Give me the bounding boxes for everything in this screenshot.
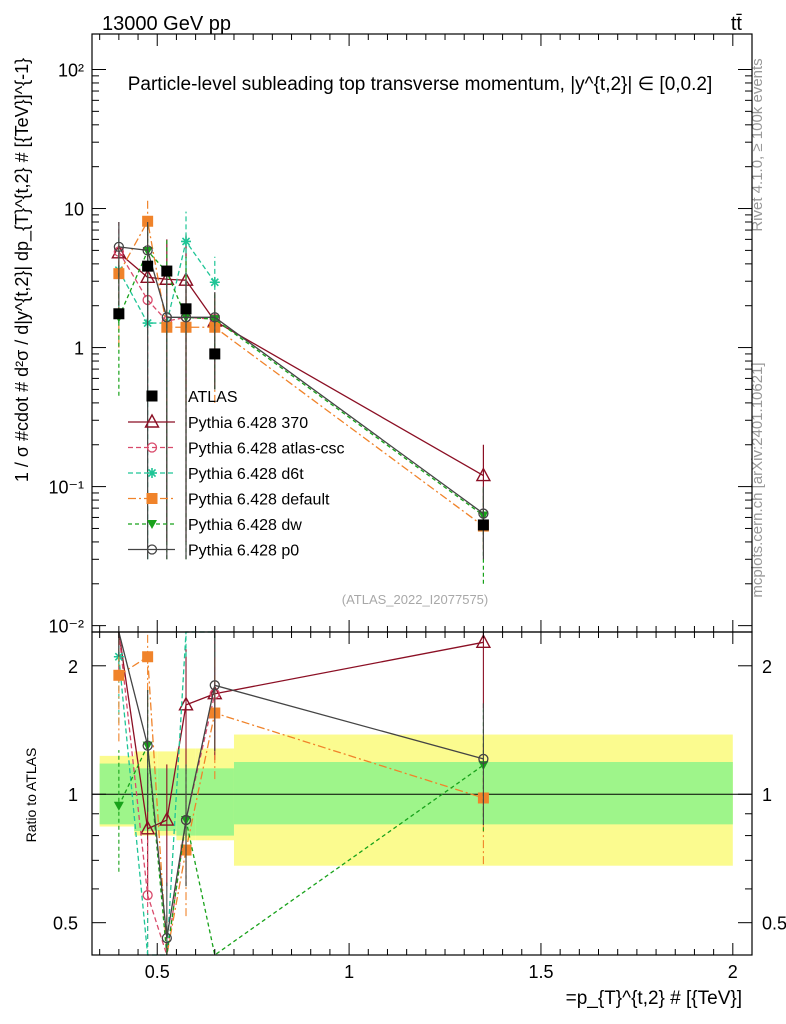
legend-marker-default — [146, 493, 158, 504]
series-line-d6t — [118, 239, 216, 324]
y-tick-label-main: 10 — [64, 200, 84, 220]
x-axis-label: =p_{T}^{t,2} # [{TeV}] — [566, 988, 742, 1009]
ratio-point-p0 — [142, 740, 153, 751]
band-inner-4 — [195, 768, 234, 836]
legend-label-d6t: Pythia 6.428 d6t — [188, 466, 304, 483]
x-tick-label: 2 — [728, 962, 738, 982]
legend-marker-p0 — [146, 544, 158, 555]
legend-item-dw: Pythia 6.428 dw — [128, 517, 302, 534]
point-d6t — [181, 236, 192, 247]
legend-item-p370: Pythia 6.428 370 — [128, 413, 308, 432]
header-left: 13000 GeV pp — [102, 13, 231, 35]
y-axis-label-main: 1 / σ #cdot # d²σ / d|y^{t,2}| dp_{T}^{t… — [12, 58, 33, 482]
point-p0 — [209, 312, 220, 323]
ratio-point-default — [142, 651, 154, 663]
y-tick-label-ratio-right: 0.5 — [762, 914, 786, 934]
y-tick-label-ratio: 0.5 — [53, 914, 78, 934]
series-line-dw — [118, 249, 484, 516]
ratio-point-p370 — [475, 633, 492, 649]
ratio-point-default — [113, 669, 125, 681]
legend: ATLAS Pythia 6.428 370 Pythia 6.428 atlas-… — [128, 389, 345, 560]
x-tick-label: 1.5 — [528, 962, 553, 982]
point-p0 — [161, 312, 172, 323]
point-p0 — [142, 245, 153, 256]
ratio-point-p0 — [478, 753, 489, 765]
side-rivet: Rivet 4.1.0, ≥ 100k events — [749, 58, 766, 231]
y-tick-label-main: 10⁻² — [48, 617, 84, 637]
ratio-line-p0 — [118, 631, 484, 939]
x-tick-label: 1 — [344, 962, 354, 982]
ratio-point-p0 — [180, 814, 192, 826]
side-mcplots: mcplots.cern.ch [arXiv:2401.10621] — [749, 362, 766, 597]
point-atlas — [142, 260, 154, 272]
point-atlas — [113, 308, 125, 320]
point-atlas — [209, 348, 221, 360]
ratio-line-p370 — [118, 631, 484, 830]
legend-marker-dw — [147, 520, 157, 529]
x-tick-label: 0.5 — [145, 962, 170, 982]
y-tick-label-ratio-right: 2 — [762, 657, 772, 677]
point-d6t — [209, 277, 220, 288]
series-atlas — [113, 260, 489, 531]
plot-title: Particle-level subleading top transverse… — [128, 74, 713, 95]
point-p0 — [113, 241, 125, 253]
series-line-default — [118, 219, 484, 527]
legend-marker-atlas — [146, 390, 158, 402]
y-tick-label-main: 10² — [58, 60, 84, 80]
legend-item-p0: Pythia 6.428 p0 — [128, 543, 299, 560]
ratio-line-dw — [118, 743, 484, 957]
ratio-point-p0 — [209, 680, 220, 691]
legend-item-default: Pythia 6.428 default — [128, 492, 330, 509]
ratio-point-dw — [113, 801, 124, 811]
point-default — [142, 215, 154, 227]
watermark: (ATLAS_2022_I2077575) — [342, 592, 488, 607]
header-right: tt̄ — [731, 13, 743, 35]
legend-label-atlas: ATLAS — [188, 389, 238, 406]
y-tick-label-ratio: 1 — [68, 785, 78, 805]
point-atlas — [477, 519, 489, 531]
legend-item-atlas: ATLAS — [146, 389, 238, 406]
y-tick-label-main: 1 — [74, 339, 84, 359]
legend-item-atlas_csc: Pythia 6.428 atlas-csc — [128, 441, 345, 458]
legend-label-p0: Pythia 6.428 p0 — [188, 543, 299, 560]
axes-frame: 0.5 1 1.5 2 10² 10 1 10⁻¹ 10⁻² 2 2 1 1 0.5 0.5 — [48, 33, 786, 982]
legend-marker-atlas_csc — [146, 442, 158, 453]
y-tick-label-main: 10⁻¹ — [48, 478, 84, 498]
point-p0 — [478, 508, 489, 519]
legend-label-dw: Pythia 6.428 dw — [188, 517, 302, 534]
ratio-frame — [91, 631, 753, 956]
legend-marker-p370 — [144, 413, 160, 428]
point-atlas — [161, 265, 173, 277]
legend-label-default: Pythia 6.428 default — [188, 492, 330, 509]
ratio-point-p0 — [161, 932, 172, 944]
y-tick-label-ratio-right: 1 — [762, 785, 772, 805]
point-atlas — [180, 303, 192, 315]
ratio-point-p370 — [139, 820, 156, 835]
ratio-point-atlas_csc — [142, 890, 153, 901]
legend-label-atlas_csc: Pythia 6.428 atlas-csc — [188, 441, 345, 458]
legend-marker-d6t — [147, 468, 157, 478]
y-axis-label-ratio: Ratio to ATLAS — [23, 748, 39, 843]
ratio-point-p370 — [159, 811, 175, 826]
legend-item-d6t: Pythia 6.428 d6t — [128, 466, 304, 483]
point-p370 — [475, 467, 492, 482]
legend-label-p370: Pythia 6.428 370 — [188, 415, 308, 432]
ratio-point-p370 — [178, 696, 194, 711]
y-tick-label-ratio: 2 — [68, 657, 78, 677]
